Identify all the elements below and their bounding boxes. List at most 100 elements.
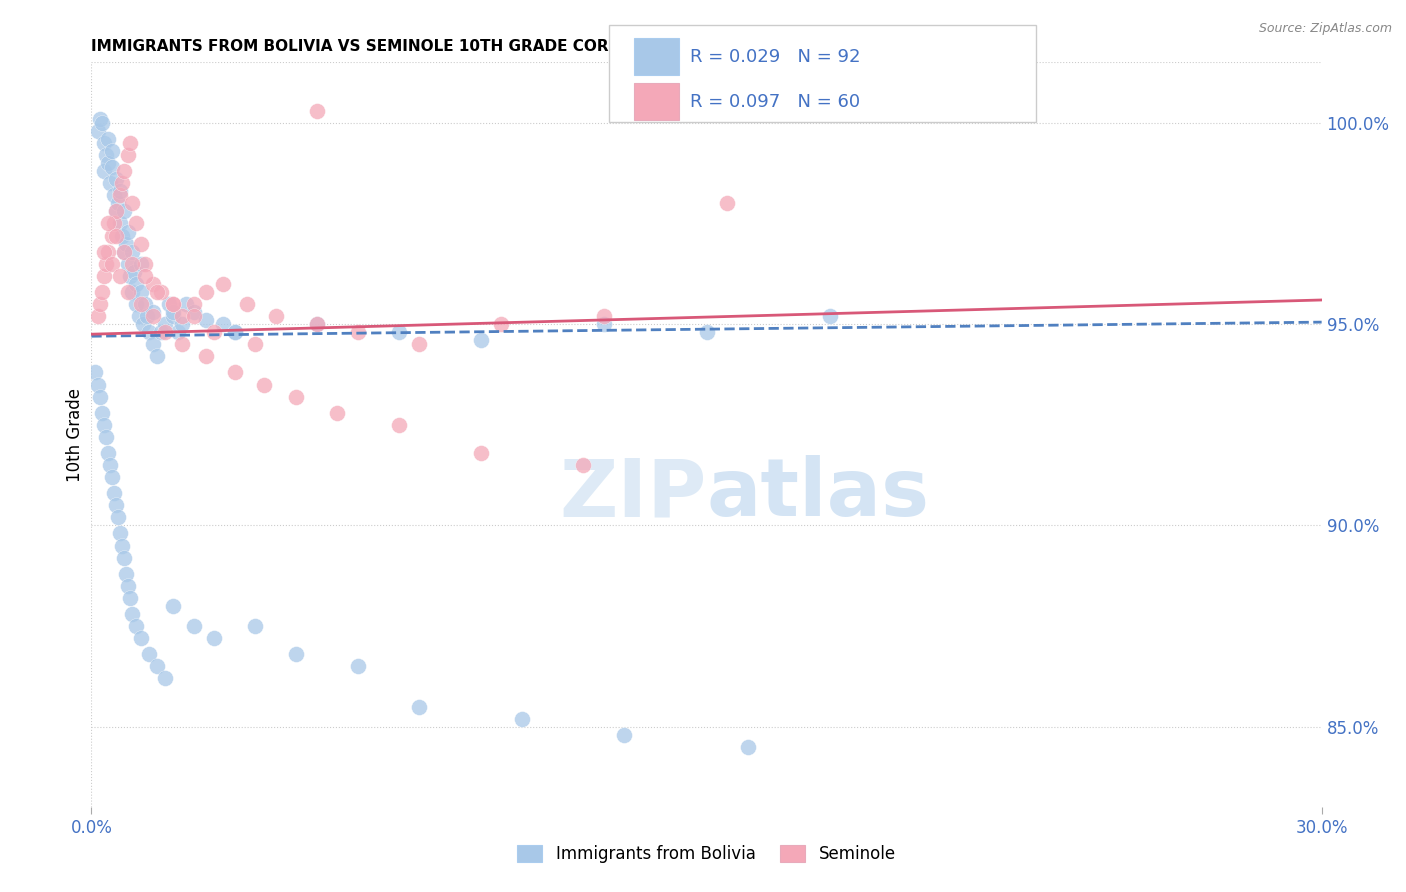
Point <box>224 366 246 380</box>
Point <box>470 446 492 460</box>
Point <box>111 176 134 190</box>
Point <box>90 285 112 299</box>
Point <box>347 659 370 673</box>
Point <box>101 144 124 158</box>
Point <box>103 188 125 202</box>
Point <box>117 257 139 271</box>
Point <box>124 265 146 279</box>
Point <box>125 619 148 633</box>
Point <box>129 257 152 271</box>
Point <box>245 619 267 633</box>
Point <box>93 164 115 178</box>
Point <box>94 148 117 162</box>
Point <box>134 257 156 271</box>
Point <box>153 317 177 331</box>
Y-axis label: 10th Grade: 10th Grade <box>66 388 84 482</box>
Text: atlas: atlas <box>706 456 929 533</box>
Point <box>97 244 120 259</box>
Point <box>305 317 328 331</box>
Point <box>105 172 127 186</box>
Point <box>135 309 157 323</box>
Point <box>593 309 616 323</box>
Point <box>183 309 205 323</box>
Point <box>129 297 152 311</box>
Point <box>84 366 107 380</box>
Point <box>195 349 218 363</box>
Point <box>90 116 112 130</box>
Point <box>97 217 120 231</box>
Point <box>131 317 153 331</box>
Point <box>138 325 160 339</box>
Text: IMMIGRANTS FROM BOLIVIA VS SEMINOLE 10TH GRADE CORRELATION CHART: IMMIGRANTS FROM BOLIVIA VS SEMINOLE 10TH… <box>91 39 756 54</box>
Point <box>408 337 430 351</box>
Point <box>157 297 180 311</box>
Point <box>105 204 127 219</box>
Point <box>183 305 205 319</box>
Point <box>236 297 259 311</box>
Point <box>224 325 246 339</box>
Point <box>93 244 115 259</box>
Point <box>120 268 142 283</box>
Point <box>112 244 135 259</box>
Point <box>818 309 841 323</box>
Point <box>112 550 135 565</box>
Point <box>150 325 173 339</box>
Point <box>470 333 492 347</box>
Point <box>117 285 139 299</box>
Point <box>170 337 193 351</box>
Point <box>101 470 124 484</box>
Point <box>202 325 225 339</box>
Point <box>129 285 152 299</box>
Point <box>202 631 225 645</box>
Point <box>115 236 138 251</box>
Point <box>388 417 411 432</box>
Point <box>120 591 142 605</box>
Point <box>153 325 177 339</box>
Point <box>107 196 129 211</box>
Point <box>117 148 139 162</box>
Point <box>105 498 127 512</box>
Point <box>491 317 513 331</box>
Point <box>86 124 108 138</box>
Point <box>224 325 246 339</box>
Point <box>166 325 188 339</box>
Point <box>90 406 112 420</box>
Point <box>150 285 173 299</box>
Point <box>593 317 616 331</box>
Point <box>285 390 308 404</box>
Point <box>107 510 129 524</box>
Point <box>737 739 759 754</box>
Point <box>129 631 152 645</box>
Point <box>211 317 233 331</box>
Point <box>305 103 328 118</box>
Point <box>111 539 134 553</box>
Point <box>89 390 111 404</box>
Point <box>112 244 135 259</box>
Point <box>211 277 233 291</box>
Point <box>117 579 139 593</box>
Point <box>121 607 143 621</box>
Point <box>93 268 115 283</box>
Point <box>138 647 160 661</box>
Point <box>121 196 143 211</box>
Point <box>134 268 156 283</box>
Point <box>97 156 120 170</box>
Point <box>108 526 131 541</box>
Point <box>388 325 411 339</box>
Point <box>103 486 125 500</box>
Point <box>121 244 143 259</box>
Point <box>111 228 134 243</box>
Point <box>170 317 193 331</box>
Point <box>195 313 218 327</box>
Point <box>162 297 184 311</box>
Point <box>170 309 193 323</box>
Point <box>121 257 143 271</box>
Point <box>105 204 127 219</box>
Point <box>103 217 125 231</box>
Text: R = 0.097   N = 60: R = 0.097 N = 60 <box>690 93 860 111</box>
Point <box>89 297 111 311</box>
Point <box>162 305 184 319</box>
Text: R = 0.029   N = 92: R = 0.029 N = 92 <box>690 48 860 66</box>
Point <box>142 309 165 323</box>
Point <box>695 325 717 339</box>
